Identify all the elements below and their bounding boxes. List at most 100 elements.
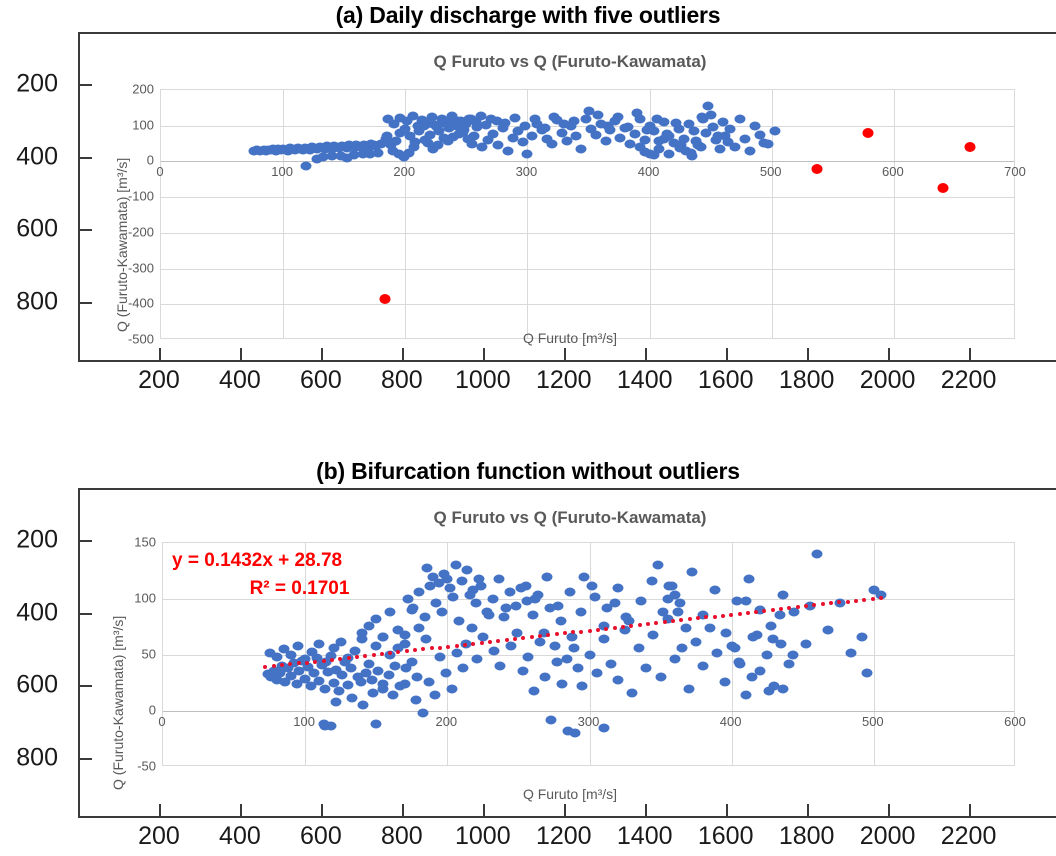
trendline-dot [554,632,559,637]
ruler-y-label: 800 [16,287,58,316]
trendline-dot [795,605,800,610]
trendline-dot [529,635,534,640]
trendline-dot [446,644,451,649]
scatter-point [394,681,406,691]
scatter-point [585,124,597,134]
scatter-point [311,154,323,164]
scatter-point [390,136,401,146]
scatter-point [580,114,592,124]
scatter-point [502,146,514,156]
scatter-point [398,152,410,162]
trendline-dot [820,602,825,607]
x-axis-tick-label: 100 [293,714,316,729]
scatter-point [468,131,480,141]
scatter-point [746,672,758,682]
scatter-point [333,686,345,696]
scatter-point [464,590,476,600]
ruler-x-label: 1000 [454,366,511,394]
y-axis-tick-label: -50 [137,758,156,774]
ruler-y-tick [78,757,92,760]
scatter-point [473,574,485,584]
ruler-y-tick [78,301,92,304]
scatter-point [696,112,708,122]
scatter-point [441,574,453,584]
scatter-point [673,124,685,134]
ruler-y-tick [78,685,92,688]
trendline-dot [304,660,309,665]
scatter-point [633,643,645,653]
ruler-x-label: 1200 [535,822,592,850]
scatter-point [379,293,391,304]
scatter-point [507,133,519,143]
scatter-point [271,675,283,685]
scatter-point [734,659,746,669]
scatter-point [422,138,434,148]
scatter-point [875,590,887,600]
trendline-dot [762,608,767,613]
panel-a-ruler-frame [78,32,1056,362]
scatter-point [413,587,425,597]
scatter-point [768,681,780,691]
scatter-point [389,661,401,671]
scatter-point [614,133,626,143]
scatter-point [432,140,444,150]
chart-b-trendline [163,543,1014,765]
scatter-point [552,601,564,611]
ruler-y-label: 200 [16,69,58,98]
scatter-point [527,610,539,620]
scatter-point [424,130,436,140]
trendline-dot [862,597,867,602]
scatter-point [729,142,741,152]
x-axis-tick-label: 400 [719,714,742,729]
scatter-point [461,565,473,575]
scatter-point [292,641,304,651]
x-axis-tick-label: 700 [1004,164,1026,180]
scatter-point [408,142,420,152]
scatter-point [670,118,682,128]
scatter-point [566,632,578,642]
scatter-point [534,637,546,647]
trendline-dot [279,663,284,668]
ruler-x-label: 400 [219,822,261,850]
scatter-point [624,139,636,149]
scatter-point [521,149,533,159]
x-axis-tick-label: 400 [637,164,660,180]
scatter-point [711,648,723,658]
trendline-dot [770,607,775,612]
y-axis-tick-label: 50 [141,646,156,662]
chart-a-zero-axis [161,161,1014,163]
trendline-dot [404,649,409,654]
scatter-point [683,684,695,694]
scatter-point [394,128,406,138]
trendline-dot [695,616,700,621]
scatter-point [541,572,553,582]
scatter-point [335,637,347,647]
trendline-dot [371,653,376,658]
scatter-point [325,721,337,731]
ruler-x-label: 1000 [454,822,511,850]
scatter-point [754,130,765,140]
scatter-point [349,646,361,656]
y-axis-tick-label: 150 [134,534,156,550]
scatter-point [404,131,416,141]
scatter-point [598,723,610,733]
scatter-point [434,652,446,662]
trendline-dot [429,646,434,651]
scatter-point [544,603,556,613]
scatter-point [305,681,317,691]
trendline-dot [479,640,484,645]
chart-a-points-layer [161,90,1014,338]
scatter-point [754,666,766,676]
scatter-point [705,110,717,120]
scatter-point [424,581,436,591]
ruler-x-label: 1200 [535,366,592,394]
scatter-point [652,560,664,570]
scatter-point [631,108,643,118]
scatter-point [774,610,786,620]
trendline-dot [704,615,709,620]
ruler-x-tick [644,804,647,818]
trendline-dot [546,633,551,638]
scatter-point [586,581,598,591]
trendline-dot [296,661,301,666]
